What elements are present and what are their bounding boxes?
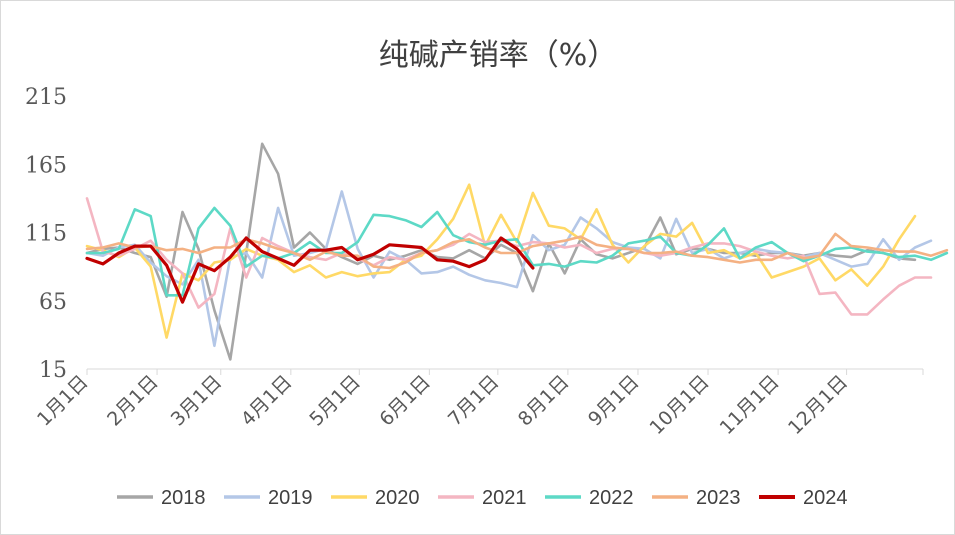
x-tick-label: 6月1日: [375, 371, 435, 431]
chart-title: 纯碱产销率（%）: [379, 38, 618, 73]
x-tick-label: 4月1日: [237, 371, 297, 431]
legend-label-2022: 2022: [589, 487, 634, 509]
x-tick-label: 9月1日: [584, 371, 644, 431]
series-layer: [85, 142, 949, 361]
x-tick-label: 2月1日: [103, 371, 163, 431]
x-tick-label: 10月1日: [645, 371, 713, 439]
x-tick-label: 5月1日: [305, 371, 365, 431]
y-tick-label: 165: [25, 153, 67, 178]
legend: 2018 2019 2020 2021 2022 2023 2024: [117, 487, 848, 509]
series-line-2022: [85, 206, 949, 297]
series-line-2020: [85, 183, 917, 339]
y-tick-label: 65: [39, 290, 67, 315]
y-tick-label: 115: [25, 222, 67, 247]
legend-label-2020: 2020: [375, 487, 420, 509]
series-line-2024: [85, 236, 535, 304]
legend-label-2023: 2023: [696, 487, 741, 509]
x-tick-label: 12月1日: [784, 371, 852, 439]
x-tick-label: 8月1日: [514, 371, 574, 431]
y-tick-label: 15: [39, 358, 67, 383]
x-tick-label: 7月1日: [444, 371, 504, 431]
series-line-2023: [85, 232, 949, 270]
legend-label-2024: 2024: [803, 487, 848, 509]
legend-label-2021: 2021: [482, 487, 527, 509]
x-tick-label: 11月1日: [716, 371, 784, 439]
y-tick-label: 215: [25, 85, 67, 110]
series-line-2021: [85, 197, 933, 316]
legend-label-2019: 2019: [268, 487, 313, 509]
legend-label-2018: 2018: [161, 487, 206, 509]
x-tick-label: 3月1日: [167, 371, 227, 431]
